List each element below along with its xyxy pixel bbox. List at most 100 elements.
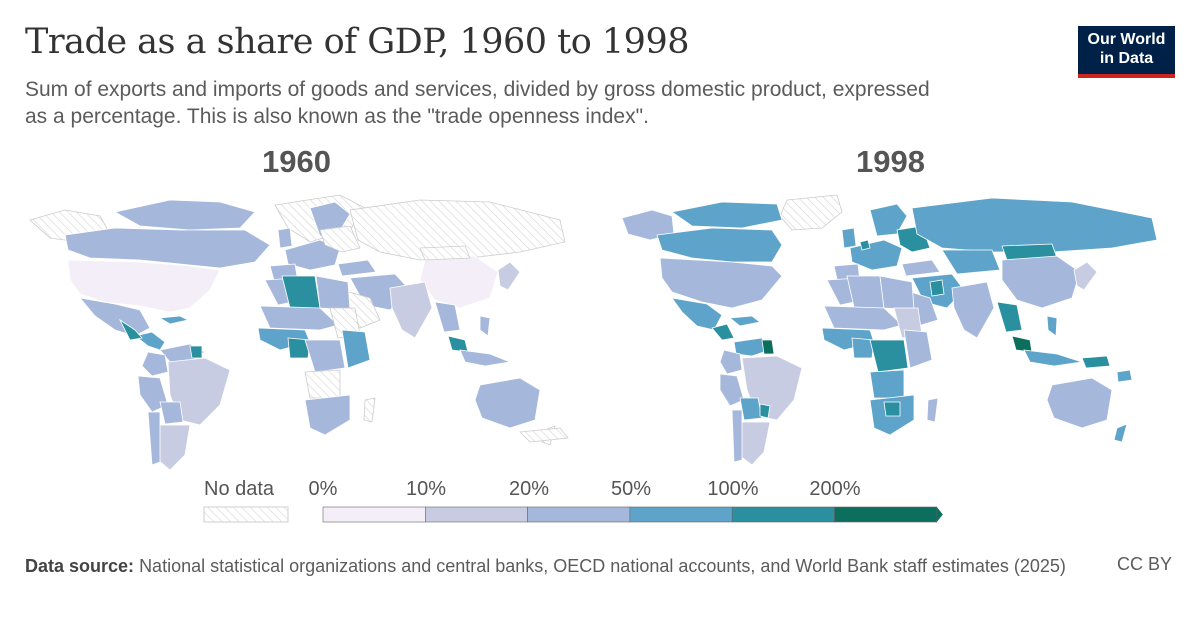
region-caribbean: [158, 315, 190, 325]
legend-bin-0: [322, 506, 426, 523]
data-source-label: Data source:: [25, 556, 135, 576]
region-central-america: [711, 323, 735, 341]
license-link[interactable]: CC BY: [1116, 554, 1172, 574]
region-central-asia: [941, 249, 1001, 275]
region-turkey: [337, 259, 377, 277]
region-botswana: [883, 401, 901, 417]
region-uk: [277, 227, 293, 249]
legend-tick-4: 100%: [707, 478, 759, 500]
region-madagascar: [926, 397, 939, 423]
region-usa: [659, 257, 783, 309]
legend-bin-5: [834, 506, 938, 523]
region-paraguay: [759, 403, 771, 419]
map-title-1960: 1960: [262, 144, 331, 179]
region-korea-japan: [497, 261, 521, 291]
world-map-1998[interactable]: [612, 190, 1172, 470]
region-papua: [1081, 355, 1111, 369]
region-canada: [656, 227, 783, 263]
region-philippines: [479, 315, 491, 337]
region-central-america-b: [118, 318, 143, 341]
region-arctic-canada: [671, 201, 783, 229]
legend-bins: [322, 506, 943, 523]
legend-no-data-swatch: [203, 506, 289, 523]
region-australia: [1046, 377, 1113, 429]
region-sahel: [259, 305, 339, 331]
legend-arrow: [936, 507, 943, 522]
region-ussr: [349, 199, 566, 261]
region-nigeria: [851, 337, 875, 359]
region-central-america: [134, 331, 166, 351]
region-china: [419, 255, 499, 309]
region-benelux: [859, 239, 871, 251]
legend-tick-3: 50%: [610, 478, 652, 500]
region-greenland: [779, 194, 843, 231]
region-china: [1001, 255, 1081, 309]
region-guyana: [189, 345, 203, 359]
legend-bin-4: [731, 506, 835, 523]
owid-logo[interactable]: Our World in Data: [1078, 26, 1175, 78]
region-arctic-canada: [113, 199, 256, 231]
region-philippines: [1046, 315, 1058, 337]
legend-tick-2: 20%: [508, 478, 550, 500]
region-se-asia: [996, 301, 1023, 333]
logo-accent-bar: [1078, 74, 1175, 78]
region-madagascar: [363, 397, 376, 423]
region-malaysia: [1011, 335, 1033, 353]
region-venezuela: [733, 337, 771, 357]
region-congo: [304, 369, 341, 399]
region-india: [951, 281, 995, 339]
region-indonesia: [459, 349, 512, 367]
data-source-text: National statistical organizations and c…: [139, 556, 1066, 576]
region-guyana: [761, 339, 775, 355]
region-mongolia: [419, 245, 471, 261]
region-caribbean: [728, 315, 761, 327]
region-chile: [731, 409, 743, 463]
region-western-europe: [284, 239, 341, 271]
region-colombia: [141, 351, 169, 377]
legend-tick-0: 0%: [308, 478, 338, 500]
region-brazil: [167, 357, 231, 426]
region-malaysia: [447, 335, 469, 353]
region-east-africa: [903, 329, 933, 369]
region-antarctic-islands: [519, 427, 569, 443]
region-usa: [67, 259, 221, 313]
legend-no-data-label: No data: [204, 478, 275, 500]
logo-line-2: in Data: [1099, 50, 1154, 67]
region-iraq: [929, 279, 945, 297]
region-mexico: [78, 297, 151, 337]
map-title-1998: 1998: [856, 144, 925, 179]
region-korea-japan: [1073, 261, 1098, 291]
legend-tick-1: 10%: [405, 478, 447, 500]
logo-line-1: Our World: [1087, 31, 1166, 48]
region-colombia: [719, 349, 743, 375]
legend-bin-1: [425, 506, 528, 523]
legend-scale: [203, 506, 943, 523]
region-peru: [719, 373, 745, 407]
region-southern-africa: [304, 394, 351, 436]
region-nigeria: [287, 337, 311, 359]
region-russia: [911, 197, 1158, 253]
legend: No data 0% 10% 20% 50% 100% 200%: [0, 476, 1200, 526]
region-india: [389, 281, 433, 339]
region-central-africa: [304, 339, 346, 373]
region-sahel: [823, 305, 903, 331]
chart-subtitle: Sum of exports and imports of goods and …: [25, 78, 930, 128]
region-australia: [474, 377, 541, 429]
region-central-africa: [869, 339, 909, 373]
region-bolivia: [159, 401, 184, 425]
region-canada: [64, 227, 271, 269]
legend-bin-3: [629, 506, 733, 523]
region-chile: [147, 411, 161, 466]
world-map-1960[interactable]: [20, 190, 580, 470]
region-uk: [841, 227, 857, 249]
region-indonesia: [1023, 349, 1083, 367]
region-argentina: [739, 421, 771, 466]
chart-title: Trade as a share of GDP, 1960 to 1998: [25, 22, 689, 62]
region-east-africa: [341, 329, 371, 369]
legend-bin-2: [527, 506, 631, 523]
region-scandinavia: [869, 203, 908, 237]
data-source: Data source: National statistical organi…: [25, 554, 1075, 579]
region-se-asia: [434, 301, 461, 333]
region-turkey: [901, 259, 941, 277]
region-new-zealand: [1113, 423, 1128, 443]
